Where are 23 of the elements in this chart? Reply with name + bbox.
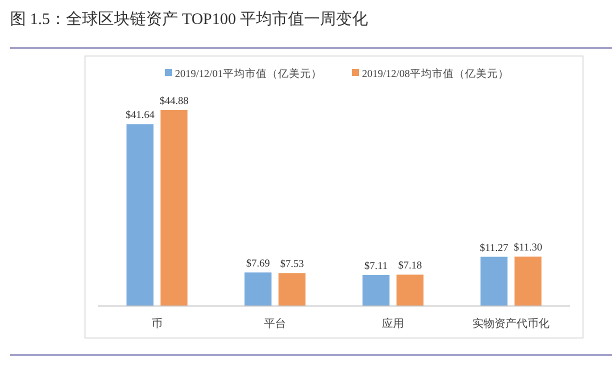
bar bbox=[480, 256, 508, 306]
bar bbox=[396, 274, 424, 306]
bar bbox=[160, 110, 188, 306]
bar bbox=[362, 274, 390, 306]
x-tick-label: 币 bbox=[152, 317, 162, 330]
x-tick-label: 平台 bbox=[264, 317, 286, 330]
data-label: $7.18 bbox=[398, 260, 422, 272]
data-label: $7.69 bbox=[246, 258, 270, 270]
bar bbox=[278, 273, 306, 306]
legend-label: 2019/12/01平均市值（亿美元） bbox=[175, 67, 322, 80]
data-label: $11.27 bbox=[480, 242, 508, 254]
data-label: $11.30 bbox=[514, 242, 542, 254]
bar bbox=[514, 256, 542, 306]
x-tick-label: 应用 bbox=[382, 317, 404, 330]
legend-label: 2019/12/08平均市值（亿美元） bbox=[362, 67, 509, 80]
bar bbox=[244, 272, 272, 306]
data-label: $7.11 bbox=[364, 260, 388, 272]
bar bbox=[126, 124, 154, 306]
x-tick-label: 实物资产代币化 bbox=[472, 317, 550, 330]
data-label: $44.88 bbox=[160, 96, 188, 107]
chart-title: 图 1.5：全球区块链资产 TOP100 平均市值一周变化 bbox=[10, 10, 368, 28]
data-label: $7.53 bbox=[280, 259, 304, 270]
data-label: $41.64 bbox=[126, 110, 156, 122]
